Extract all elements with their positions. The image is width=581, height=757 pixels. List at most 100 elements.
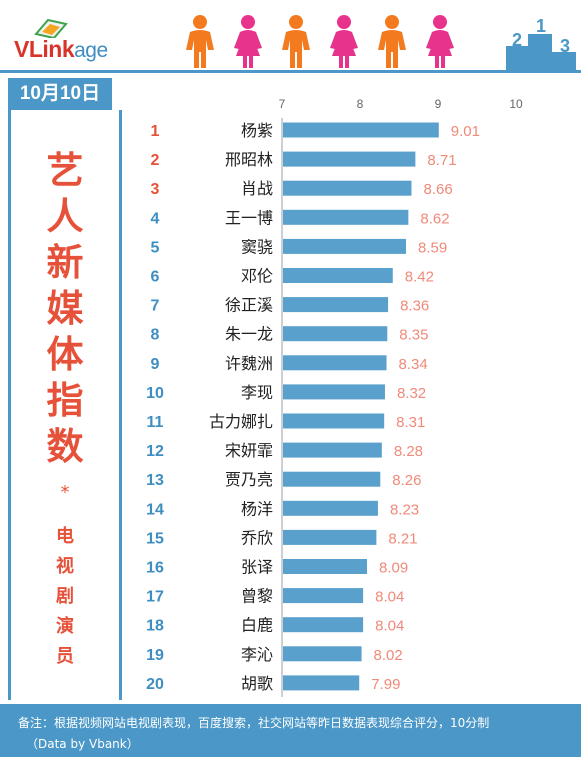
rank-label: 19 (146, 647, 164, 664)
person-icon-1 (186, 15, 214, 68)
bar (283, 442, 382, 458)
ranking-bar-chart: 7 8 9 10 1 杨紫 9.01 2 邢昭林 8.71 3 肖战 8.66 4 王一博 8.62 5 窦骁 8.… (146, 97, 523, 697)
rank-label: 6 (151, 269, 160, 286)
rank-label: 16 (146, 560, 164, 577)
value-label: 8.34 (399, 356, 428, 373)
bar (283, 151, 416, 167)
person-icon-5 (378, 15, 406, 68)
category-label: 白鹿 (241, 616, 273, 635)
vertical-subtitle: 电 视 剧 演 员 (11, 522, 119, 672)
person-icon-6 (426, 15, 454, 68)
value-label: 9.01 (451, 123, 480, 140)
category-label: 徐正溪 (225, 296, 273, 315)
rank-label: 9 (151, 356, 160, 373)
value-label: 8.04 (375, 618, 404, 635)
category-label: 曾黎 (241, 587, 273, 606)
category-label: 宋妍霏 (225, 441, 273, 460)
footer: 备注：根据视频网站电视剧表现，百度搜索，社交网站等昨日数据表现综合评分，10分制… (0, 704, 581, 757)
bar (283, 675, 360, 691)
subtitle-char: 剧 (56, 586, 74, 607)
bar (283, 355, 387, 371)
podium-number-3: 3 (560, 36, 570, 56)
rank-label: 5 (151, 239, 160, 256)
value-label: 8.23 (390, 501, 419, 518)
rank-label: 13 (146, 472, 164, 489)
bar (283, 471, 381, 487)
value-label: 8.04 (375, 589, 404, 606)
value-label: 8.71 (427, 152, 456, 169)
person-icon-4 (330, 15, 358, 68)
podium-number-1: 1 (536, 16, 546, 36)
value-label: 8.42 (405, 269, 434, 286)
bar (283, 209, 409, 225)
category-label: 古力娜扎 (209, 412, 273, 431)
rank-label: 20 (146, 676, 164, 693)
date-label: 10月10日 (8, 78, 112, 110)
rank-label: 14 (146, 501, 164, 518)
bar (283, 529, 377, 545)
title-char: 指 (46, 379, 84, 422)
category-label: 贾乃亮 (225, 470, 273, 489)
x-tick-label: 9 (435, 97, 442, 111)
bar (283, 646, 362, 662)
rank-label: 7 (151, 298, 160, 315)
category-label: 邓伦 (241, 267, 273, 286)
x-tick-label: 7 (279, 97, 286, 111)
subtitle-char: 电 (56, 526, 74, 547)
x-tick-label: 10 (509, 97, 523, 111)
value-label: 7.99 (371, 676, 400, 693)
value-label: 8.66 (423, 181, 452, 198)
title-char: 艺 (46, 149, 84, 192)
footer-source: （Data by Vbank） (26, 737, 139, 751)
rank-label: 8 (151, 327, 160, 344)
x-tick-label: 8 (357, 97, 364, 111)
title-char: 体 (46, 333, 84, 376)
category-label: 邢昭林 (225, 150, 273, 169)
value-label: 8.28 (394, 443, 423, 460)
rank-label: 18 (146, 618, 164, 635)
bar (283, 268, 393, 283)
rank-label: 12 (146, 443, 164, 460)
people-figures (186, 15, 454, 68)
category-label: 朱一龙 (225, 325, 273, 344)
bar (283, 326, 388, 342)
category-label: 乔欣 (241, 528, 273, 547)
value-label: 8.36 (400, 298, 429, 315)
title-char: 人 (46, 195, 84, 238)
bar (283, 297, 389, 313)
footer-note: 备注：根据视频网站电视剧表现，百度搜索，社交网站等昨日数据表现综合评分，10分制 (18, 716, 490, 730)
category-label: 许魏洲 (225, 354, 273, 373)
vertical-title: 艺 人 新 媒 体 指 数 (11, 148, 119, 470)
bar (283, 559, 368, 574)
rank-label: 10 (146, 385, 164, 402)
subtitle-char: 演 (56, 616, 74, 637)
bar (283, 122, 439, 138)
title-char: 数 (46, 425, 84, 468)
rank-label: 11 (147, 414, 164, 431)
bar (283, 500, 378, 516)
category-label: 李沁 (241, 645, 273, 664)
title-star: * (60, 482, 70, 503)
value-label: 8.31 (396, 414, 425, 431)
category-label: 杨洋 (241, 499, 273, 518)
logo-mark-icon (34, 18, 68, 38)
category-label: 胡歌 (241, 674, 273, 693)
bar (283, 180, 412, 196)
category-label: 李现 (241, 383, 273, 402)
title-char: 媒 (46, 287, 84, 330)
rank-label: 15 (146, 530, 164, 547)
value-label: 8.32 (397, 385, 426, 402)
podium-icon: 2 1 3 (506, 16, 576, 70)
header-divider (0, 70, 581, 73)
logo-sub-text: age (74, 39, 108, 62)
category-label: 张译 (241, 558, 273, 577)
bar (283, 413, 385, 429)
value-label: 8.21 (388, 530, 417, 547)
subtitle-char: 视 (56, 556, 74, 577)
subtitle-char: 员 (56, 646, 74, 667)
logo-main-text: VLink (14, 36, 75, 62)
bar (283, 617, 364, 633)
value-label: 8.26 (392, 472, 421, 489)
podium-number-2: 2 (512, 30, 522, 50)
rank-label: 2 (151, 152, 160, 169)
